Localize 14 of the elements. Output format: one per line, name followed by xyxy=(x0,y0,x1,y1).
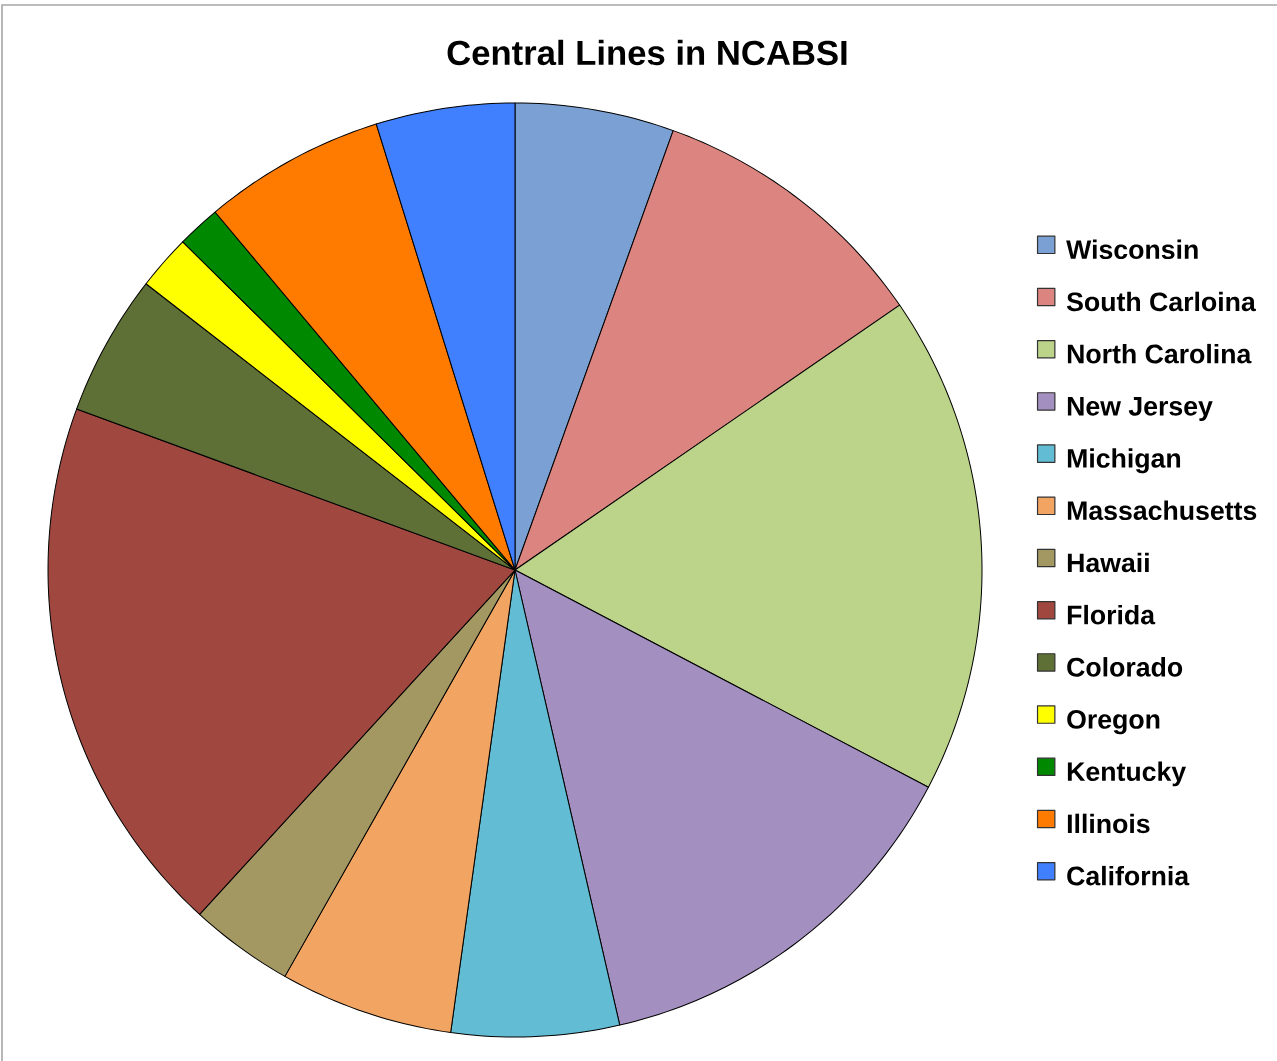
legend-label: Florida xyxy=(1067,604,1156,625)
legend-label: Massachusetts xyxy=(1067,500,1257,521)
legend-label: South Carloina xyxy=(1066,291,1256,312)
legend-label: North Carolina xyxy=(1067,343,1252,364)
legend-label: New Jersey xyxy=(1067,397,1213,421)
chart-title: Central Lines in NCABSI xyxy=(447,39,847,66)
legend-label: Kentucky xyxy=(1067,761,1187,787)
legend-label: Illinois xyxy=(1067,813,1150,834)
legend-label: California xyxy=(1067,865,1190,886)
legend-label: Wisconsin xyxy=(1066,239,1198,260)
legend-label: Colorado xyxy=(1067,657,1183,677)
legend-label: Michigan xyxy=(1067,448,1181,474)
legend-label: Oregon xyxy=(1067,710,1160,735)
legend-label: Hawaii xyxy=(1067,552,1149,573)
